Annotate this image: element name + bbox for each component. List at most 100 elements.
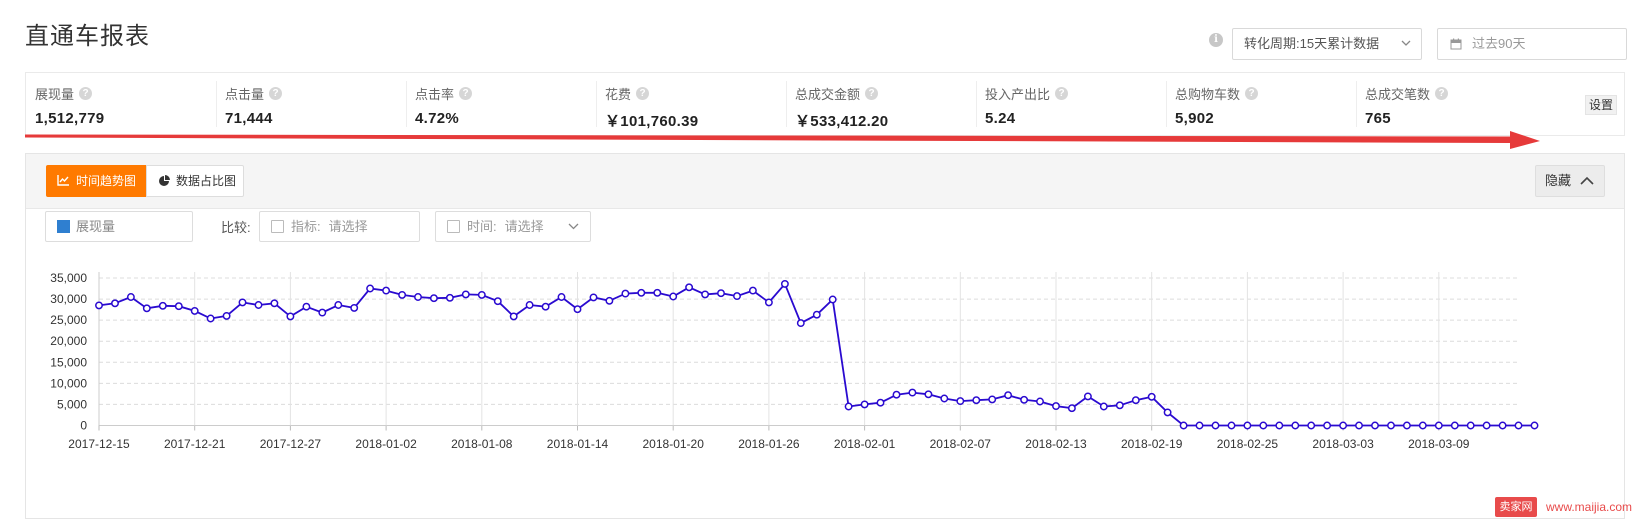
compare-time-select[interactable]: 时间: 请选择 xyxy=(435,211,591,242)
data-point xyxy=(1514,421,1523,430)
metric-cost[interactable]: 花费? ￥101,760.39 xyxy=(596,73,796,137)
tab-label: 数据占比图 xyxy=(176,174,237,188)
hide-chart-button[interactable]: 隐藏 xyxy=(1535,165,1605,197)
metric-value: 5,902 xyxy=(1175,110,1215,127)
data-point xyxy=(1259,421,1268,430)
calendar-icon xyxy=(1450,38,1462,50)
metric-orders[interactable]: 总成交笔数? 765 xyxy=(1356,73,1556,137)
data-point xyxy=(1115,401,1124,410)
data-point xyxy=(382,286,391,295)
data-point xyxy=(445,293,454,302)
data-point xyxy=(111,299,119,308)
data-point xyxy=(318,308,327,317)
indicator-key: 指标: xyxy=(291,219,321,234)
data-point xyxy=(1339,421,1348,430)
data-point xyxy=(222,311,231,320)
arrow-annotation xyxy=(25,131,1540,149)
settings-button[interactable]: 设置 xyxy=(1585,95,1617,115)
x-tick-label: 2018-02-07 xyxy=(930,437,992,451)
metric-value: ￥533,412.20 xyxy=(795,113,889,130)
page-title: 直通车报表 xyxy=(25,23,150,50)
data-point xyxy=(557,293,566,301)
metric-clicks[interactable]: 点击量? 71,444 xyxy=(216,73,416,137)
data-point xyxy=(589,293,598,302)
help-icon[interactable]: ? xyxy=(1245,87,1259,100)
watermark-badge: 卖家网 xyxy=(1495,497,1537,517)
help-icon[interactable]: ? xyxy=(636,87,650,100)
y-tick-label: 25,000 xyxy=(50,313,87,327)
metric-value: ￥101,760.39 xyxy=(605,113,699,130)
help-icon[interactable]: ? xyxy=(1435,87,1449,100)
selected-metric-chip[interactable]: 展现量 xyxy=(45,211,193,242)
data-point xyxy=(190,306,199,315)
help-icon[interactable]: ? xyxy=(79,87,93,100)
data-point xyxy=(1291,421,1300,430)
data-point xyxy=(637,288,646,297)
data-point xyxy=(206,314,215,323)
metric-label: 花费 xyxy=(605,87,632,102)
data-point xyxy=(605,296,614,305)
data-point xyxy=(1418,421,1427,430)
metric-impressions[interactable]: 展现量? 1,512,779 xyxy=(26,73,226,137)
help-icon[interactable]: ? xyxy=(269,87,283,100)
data-point xyxy=(429,294,438,303)
tab-data-share[interactable]: 数据占比图 xyxy=(146,165,244,197)
time-key: 时间: xyxy=(467,219,497,234)
x-tick-label: 2018-01-20 xyxy=(643,437,705,451)
metric-roi[interactable]: 投入产出比? 5.24 xyxy=(976,73,1176,137)
metric-label: 总购物车数 xyxy=(1175,87,1241,102)
data-point xyxy=(701,290,710,299)
data-point xyxy=(1307,421,1316,430)
data-point xyxy=(1482,421,1491,430)
data-point xyxy=(956,397,965,406)
tab-time-trend[interactable]: 时间趋势图 xyxy=(46,165,146,197)
hide-label: 隐藏 xyxy=(1545,173,1572,188)
info-icon[interactable]: i xyxy=(1209,33,1223,47)
data-point xyxy=(1402,421,1411,430)
metric-cart-adds[interactable]: 总购物车数? 5,902 xyxy=(1166,73,1366,137)
data-point xyxy=(461,290,470,299)
data-point xyxy=(493,297,502,306)
data-point xyxy=(1243,421,1252,430)
data-point xyxy=(270,299,279,308)
compare-label: 比较: xyxy=(221,220,251,235)
data-point xyxy=(1147,392,1156,401)
arrow-annotation-shape xyxy=(25,131,1540,149)
compare-indicator-select[interactable]: 指标: 请选择 xyxy=(259,211,420,242)
data-point xyxy=(1450,421,1459,430)
data-point xyxy=(924,390,933,399)
data-point xyxy=(350,303,359,312)
chevron-down-icon xyxy=(1401,40,1411,46)
checkbox[interactable] xyxy=(447,220,460,233)
conversion-period-select[interactable]: 转化周期:15天累计数据 xyxy=(1232,28,1422,60)
data-point xyxy=(1004,391,1013,400)
metric-label: 点击率 xyxy=(415,87,455,102)
data-point xyxy=(286,312,295,321)
y-tick-label: 0 xyxy=(80,419,87,433)
y-tick-label: 20,000 xyxy=(50,334,87,348)
data-point xyxy=(366,284,375,293)
data-point xyxy=(142,304,151,313)
metric-total-sales[interactable]: 总成交金额? ￥533,412.20 xyxy=(786,73,986,137)
data-point xyxy=(158,301,167,310)
metric-value: 5.24 xyxy=(985,110,1016,127)
help-icon[interactable]: ? xyxy=(865,87,879,100)
data-point xyxy=(334,301,343,309)
y-tick-label: 5,000 xyxy=(57,397,87,411)
checkbox[interactable] xyxy=(271,220,284,233)
tab-label: 时间趋势图 xyxy=(76,174,137,188)
data-point xyxy=(238,298,247,307)
data-point xyxy=(717,289,725,298)
indicator-placeholder: 请选择 xyxy=(328,219,368,234)
x-tick-label: 2018-02-19 xyxy=(1121,437,1183,451)
chart-header: 时间趋势图 数据占比图 隐藏 xyxy=(26,154,1624,209)
metric-ctr[interactable]: 点击率? 4.72% xyxy=(406,73,606,137)
data-point xyxy=(509,312,518,321)
y-tick-label: 10,000 xyxy=(50,376,87,390)
x-tick-label: 2018-01-08 xyxy=(451,437,513,451)
help-icon[interactable]: ? xyxy=(459,87,473,100)
date-range-picker[interactable]: 过去90天 xyxy=(1437,28,1627,60)
data-point xyxy=(1227,421,1236,430)
help-icon[interactable]: ? xyxy=(1055,87,1069,100)
data-point xyxy=(1083,392,1092,401)
